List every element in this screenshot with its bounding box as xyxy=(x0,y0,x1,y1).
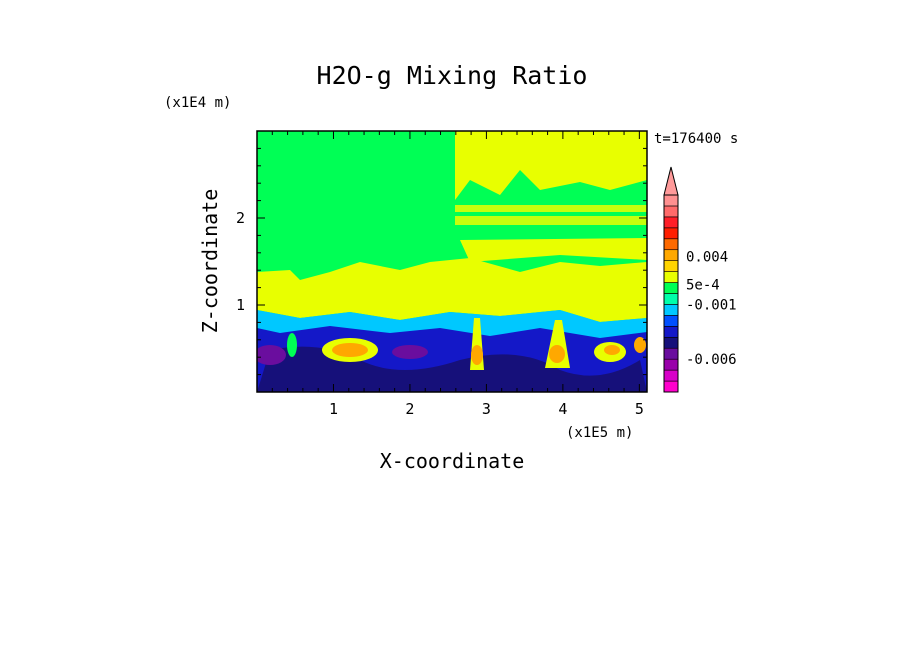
colorbar-swatch xyxy=(663,336,679,349)
colorbar-swatch xyxy=(663,304,679,316)
field-upper-patch xyxy=(460,238,647,262)
colorbar-swatch xyxy=(663,194,679,207)
x-tick-label: 3 xyxy=(482,400,491,418)
colorbar-swatch xyxy=(663,326,679,338)
x-axis-title: X-coordinate xyxy=(380,449,525,473)
x-tick-label: 1 xyxy=(329,400,338,418)
colorbar: 0.004 5e-4 -0.001 -0.006 xyxy=(663,166,737,393)
colorbar-swatch xyxy=(663,249,679,261)
field-plume xyxy=(287,333,297,357)
field-plume-core xyxy=(634,337,646,353)
colorbar-swatch xyxy=(663,282,679,294)
y-axis-title: Z-coordinate xyxy=(198,189,222,334)
field-plume-core xyxy=(332,343,368,357)
colorbar-extend-arrow xyxy=(663,166,679,196)
y-scale-label: (x1E4 m) xyxy=(164,95,231,111)
x-tick-label: 5 xyxy=(635,400,644,418)
field-thin-band xyxy=(455,212,647,216)
colorbar-swatch xyxy=(663,205,679,218)
time-label: t=176400 s xyxy=(654,131,738,147)
colorbar-swatch xyxy=(663,347,679,360)
field-minimum xyxy=(392,345,428,359)
y-axis: 12 xyxy=(236,147,647,376)
field-mid-band xyxy=(257,258,647,322)
colorbar-swatch xyxy=(663,369,679,382)
y-tick-label: 1 xyxy=(236,296,245,314)
contour-field xyxy=(257,131,647,392)
field-transition xyxy=(257,310,647,340)
field-minimum xyxy=(257,345,286,365)
colorbar-swatch xyxy=(663,216,679,229)
colorbar-swatch xyxy=(663,358,679,371)
colorbar-swatch xyxy=(663,315,679,327)
plot-frame xyxy=(256,130,648,393)
colorbar-swatch xyxy=(663,271,679,283)
colorbar-label: -0.001 xyxy=(686,297,737,313)
x-tick-label: 4 xyxy=(558,400,567,418)
colorbar-label: -0.006 xyxy=(686,352,737,368)
colorbar-frame xyxy=(663,194,679,393)
field-plume-core xyxy=(471,345,483,365)
colorbar-swatch xyxy=(663,238,679,251)
x-scale-label: (x1E5 m) xyxy=(566,425,633,441)
chart-title: H2O-g Mixing Ratio xyxy=(317,61,588,90)
field-upper-patch xyxy=(455,131,647,200)
colorbar-label: 0.004 xyxy=(686,249,728,265)
x-axis: 1 2 3 4 5 xyxy=(271,131,644,418)
colorbar-swatch xyxy=(663,227,679,240)
x-tick-label: 2 xyxy=(405,400,414,418)
colorbar-swatch xyxy=(663,380,679,393)
colorbar-swatch xyxy=(663,260,679,272)
colorbar-label: 5e-4 xyxy=(686,278,720,294)
y-tick-label: 2 xyxy=(236,209,245,227)
colorbar-swatch xyxy=(663,293,679,305)
field-plume-core xyxy=(604,345,620,355)
field-plume-core xyxy=(549,345,565,363)
